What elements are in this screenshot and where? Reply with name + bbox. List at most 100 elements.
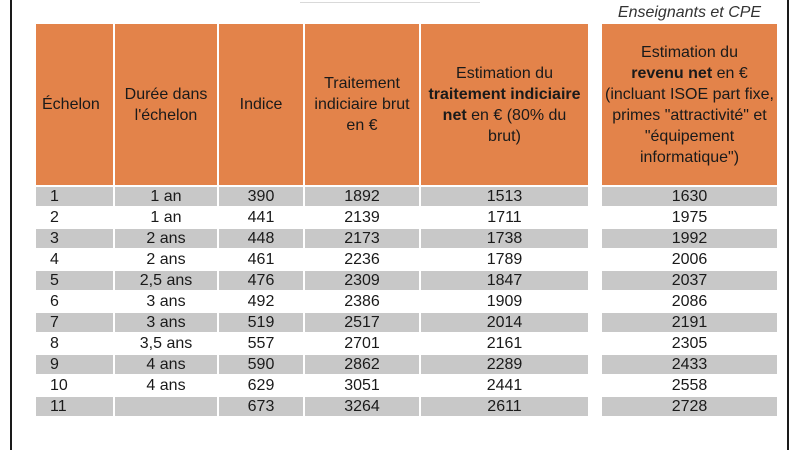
table-row: 8 3,5 ans 557 2701 2161 (36, 332, 588, 354)
cell-brut: 2386 (304, 290, 421, 312)
cell-brut: 3051 (304, 374, 421, 396)
cell-net: 1789 (420, 248, 588, 270)
cell-indice: 441 (218, 206, 305, 228)
cell-net: 2289 (420, 353, 588, 375)
cell-echelon: 6 (36, 290, 115, 312)
revenue-row: 2558 (602, 374, 777, 396)
table-subtitle: Enseignants et CPE (617, 4, 762, 21)
revenue-row: 2037 (602, 269, 777, 291)
cell-duree: 4 ans (114, 353, 219, 375)
cell-brut: 2517 (304, 311, 421, 333)
revenue-row: 2728 (602, 395, 777, 416)
cell-brut: 3264 (304, 395, 421, 416)
cell-indice: 629 (218, 374, 305, 396)
cell-net: 1738 (420, 227, 588, 249)
cell-revenu: 2433 (602, 353, 777, 375)
revenue-row: 2006 (602, 248, 777, 270)
cell-indice: 519 (218, 311, 305, 333)
cell-duree (114, 395, 219, 416)
cell-duree: 1 an (114, 185, 219, 207)
cell-echelon: 5 (36, 269, 115, 291)
cell-duree: 2,5 ans (114, 269, 219, 291)
cell-revenu: 1992 (602, 227, 777, 249)
table-row: 11 673 3264 2611 (36, 395, 588, 416)
cell-net: 2441 (420, 374, 588, 396)
cell-brut: 2236 (304, 248, 421, 270)
cell-indice: 492 (218, 290, 305, 312)
cell-duree: 3,5 ans (114, 332, 219, 354)
cell-duree: 2 ans (114, 227, 219, 249)
header-indice: Indice (218, 24, 305, 186)
cell-revenu: 2006 (602, 248, 777, 270)
cell-echelon: 3 (36, 227, 115, 249)
cell-echelon: 11 (36, 395, 115, 416)
cell-net: 2611 (420, 395, 588, 416)
header-net: Estimation du traitement indiciaire net e… (420, 24, 588, 186)
revenue-row: 1975 (602, 206, 777, 228)
table-row: 5 2,5 ans 476 2309 1847 (36, 269, 588, 291)
cell-indice: 448 (218, 227, 305, 249)
revenue-row: 2191 (602, 311, 777, 333)
cell-brut: 2173 (304, 227, 421, 249)
frame-left-border (10, 0, 12, 450)
cell-revenu: 2086 (602, 290, 777, 312)
cell-brut: 2701 (304, 332, 421, 354)
frame-right-border (787, 0, 789, 450)
cell-revenu: 2558 (602, 374, 777, 396)
cell-brut: 2862 (304, 353, 421, 375)
cell-revenu: 2305 (602, 332, 777, 354)
cell-indice: 673 (218, 395, 305, 416)
cell-duree: 1 an (114, 206, 219, 228)
cell-net: 1847 (420, 269, 588, 291)
revenue-table: Estimation du revenu net en € (incluant I… (602, 24, 777, 416)
cell-revenu: 1630 (602, 185, 777, 207)
cropped-header-line (300, 0, 480, 3)
revenue-row: 1630 (602, 185, 777, 207)
cell-net: 2161 (420, 332, 588, 354)
header-row: Échelon Durée dans l'échelon Indice Trai… (36, 24, 588, 186)
cell-brut: 2139 (304, 206, 421, 228)
cell-echelon: 4 (36, 248, 115, 270)
cell-echelon: 2 (36, 206, 115, 228)
header-revenu: Estimation du revenu net en € (incluant I… (602, 24, 777, 186)
cell-indice: 461 (218, 248, 305, 270)
salary-table: Échelon Durée dans l'échelon Indice Trai… (36, 24, 588, 416)
cell-indice: 390 (218, 185, 305, 207)
cell-echelon: 7 (36, 311, 115, 333)
cell-indice: 590 (218, 353, 305, 375)
cell-indice: 557 (218, 332, 305, 354)
cell-indice: 476 (218, 269, 305, 291)
cell-revenu: 2191 (602, 311, 777, 333)
cell-revenu: 2728 (602, 395, 777, 416)
revenue-row: 2086 (602, 290, 777, 312)
header-duree: Durée dans l'échelon (114, 24, 219, 186)
cell-brut: 2309 (304, 269, 421, 291)
cell-net: 1909 (420, 290, 588, 312)
cell-net: 2014 (420, 311, 588, 333)
revenue-row: 2433 (602, 353, 777, 375)
cell-net: 1513 (420, 185, 588, 207)
cell-brut: 1892 (304, 185, 421, 207)
cell-revenu: 2037 (602, 269, 777, 291)
cell-echelon: 9 (36, 353, 115, 375)
cell-duree: 4 ans (114, 374, 219, 396)
revenue-header-row: Estimation du revenu net en € (incluant I… (602, 24, 777, 186)
cell-echelon: 10 (36, 374, 115, 396)
header-echelon: Échelon (36, 24, 115, 186)
revenue-table-body: 1630 1975 1992 2006 2037 2086 2191 2305 2433 2558… (602, 185, 777, 416)
revenue-row: 2305 (602, 332, 777, 354)
cell-duree: 2 ans (114, 248, 219, 270)
cell-duree: 3 ans (114, 290, 219, 312)
cell-revenu: 1975 (602, 206, 777, 228)
header-brut: Traitement indiciaire brut en € (304, 24, 421, 186)
revenue-row: 1992 (602, 227, 777, 249)
cell-echelon: 8 (36, 332, 115, 354)
